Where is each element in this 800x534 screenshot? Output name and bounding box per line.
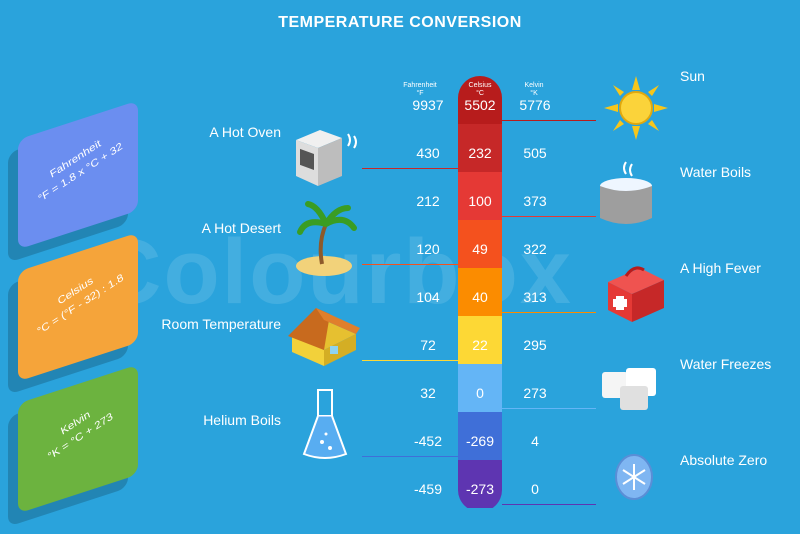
kelvin-value: 505 [523, 145, 547, 161]
thermometer-segment [458, 316, 502, 364]
fahrenheit-value: 104 [416, 289, 440, 305]
leader-line [362, 360, 458, 361]
thermometer-segment [458, 460, 502, 508]
fahrenheit-value: 212 [416, 193, 440, 209]
island-palm-icon [296, 201, 357, 276]
celsius-header-unit: °C [476, 90, 484, 97]
celsius-value: 0 [476, 385, 484, 401]
thermometer-segment [458, 268, 502, 316]
kelvin-value: 313 [523, 289, 547, 305]
leader-line [362, 456, 458, 457]
celsius-header-label: Celsius [468, 82, 492, 89]
thermometer-segment [458, 412, 502, 460]
fahrenheit-value: -459 [413, 481, 443, 497]
kelvin-value: 4 [531, 433, 539, 449]
pot-icon [600, 161, 652, 224]
oven-icon [296, 130, 357, 186]
kelvin-value: 0 [531, 481, 539, 497]
fahrenheit-value: -452 [413, 433, 443, 449]
celsius-header: Celsius °C [458, 82, 502, 98]
celsius-value: -269 [465, 433, 495, 449]
reference-label: Room Temperature [161, 316, 281, 332]
celsius-value: -273 [465, 481, 495, 497]
kelvin-value: 373 [523, 193, 547, 209]
celsius-value: 22 [472, 337, 488, 353]
celsius-formula-card: Celsius °C = (°F - 32) : 1.8 [18, 232, 138, 382]
fahrenheit-header: Fahrenheit °F [398, 82, 442, 98]
fahrenheit-value: 72 [420, 337, 436, 353]
reference-label: Water Boils [680, 164, 752, 180]
snowflake-icon [615, 454, 653, 500]
thermometer-segment [458, 172, 502, 220]
page-title: TEMPERATURE CONVERSION [278, 14, 522, 31]
reference-label: A High Fever [680, 260, 761, 276]
leader-line [502, 216, 596, 217]
leader-line [502, 312, 596, 313]
leader-line [362, 168, 458, 169]
fahrenheit-value: 120 [416, 241, 440, 257]
kelvin-value: 273 [523, 385, 547, 401]
leader-line [502, 408, 596, 409]
fahrenheit-header-label: Fahrenheit [403, 82, 437, 89]
celsius-value: 232 [468, 145, 492, 161]
flask-icon [302, 389, 348, 459]
thermometer-segment [458, 124, 502, 172]
kelvin-formula-card: Kelvin °K = °C + 273 [18, 364, 138, 514]
reference-label: Absolute Zero [680, 452, 768, 468]
reference-label: A Hot Desert [201, 220, 281, 236]
celsius-value: 100 [468, 193, 492, 209]
reference-label: Water Freezes [680, 356, 772, 372]
kelvin-header-label: Kelvin [524, 82, 544, 89]
first-aid-kit-icon [608, 266, 664, 322]
kelvin-header: Kelvin °K [512, 82, 556, 98]
fahrenheit-value: 32 [420, 385, 436, 401]
reference-label: A Hot Oven [209, 124, 281, 140]
kelvin-value: 322 [523, 241, 547, 257]
house-icon [288, 308, 360, 366]
celsius-value: 49 [472, 241, 488, 257]
celsius-value: 40 [472, 289, 488, 305]
thermometer [458, 76, 502, 512]
fahrenheit-value: 430 [416, 145, 440, 161]
reference-label: Helium Boils [203, 412, 281, 428]
fahrenheit-header-unit: °F [416, 90, 424, 97]
ice-cubes-icon [602, 368, 656, 410]
leader-line [502, 120, 596, 121]
kelvin-value: 295 [523, 337, 547, 353]
celsius-value: 5502 [464, 97, 496, 113]
thermometer-segment [458, 76, 502, 124]
reference-label: Sun [680, 68, 705, 84]
leader-line [362, 264, 458, 265]
fahrenheit-value: 9937 [412, 97, 444, 113]
leader-line [502, 504, 596, 505]
thermometer-segment [458, 220, 502, 268]
thermometer-segment [458, 364, 502, 412]
kelvin-header-unit: °K [530, 90, 538, 97]
sun-icon [604, 76, 668, 140]
kelvin-value: 5776 [519, 97, 551, 113]
